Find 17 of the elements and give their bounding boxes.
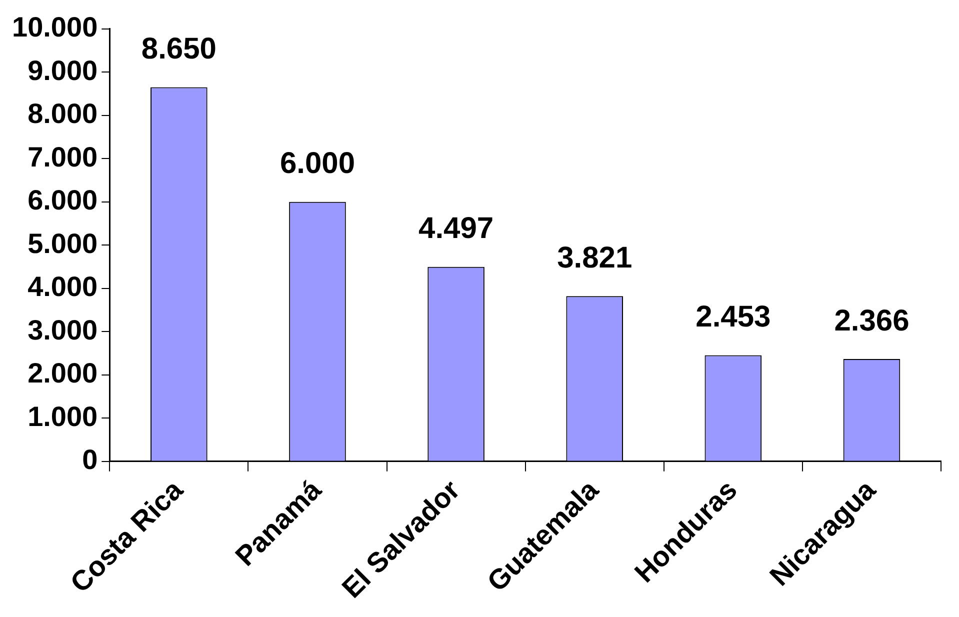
data-label: 3.821 — [557, 241, 632, 274]
y-tick-label: 9.000 — [28, 54, 98, 86]
y-tick-label: 10.000 — [12, 12, 98, 43]
y-tick-label: 2.000 — [28, 358, 98, 389]
y-tick-label: 7.000 — [28, 141, 98, 172]
y-tick-label: 1.000 — [28, 400, 98, 432]
y-tick-label: 5.000 — [28, 228, 98, 259]
y-tick-label: 3.000 — [28, 314, 98, 346]
data-label: 4.497 — [418, 212, 494, 246]
y-tick-label: 4.000 — [28, 271, 98, 302]
y-tick-label: 6.000 — [28, 184, 98, 216]
y-tick-label: 8.000 — [28, 98, 98, 130]
data-label: 2.453 — [696, 300, 771, 334]
data-label: 8.650 — [141, 32, 216, 66]
data-label: 2.366 — [834, 304, 910, 338]
y-tick-label: 0 — [82, 444, 98, 476]
data-label: 6.000 — [280, 147, 356, 180]
